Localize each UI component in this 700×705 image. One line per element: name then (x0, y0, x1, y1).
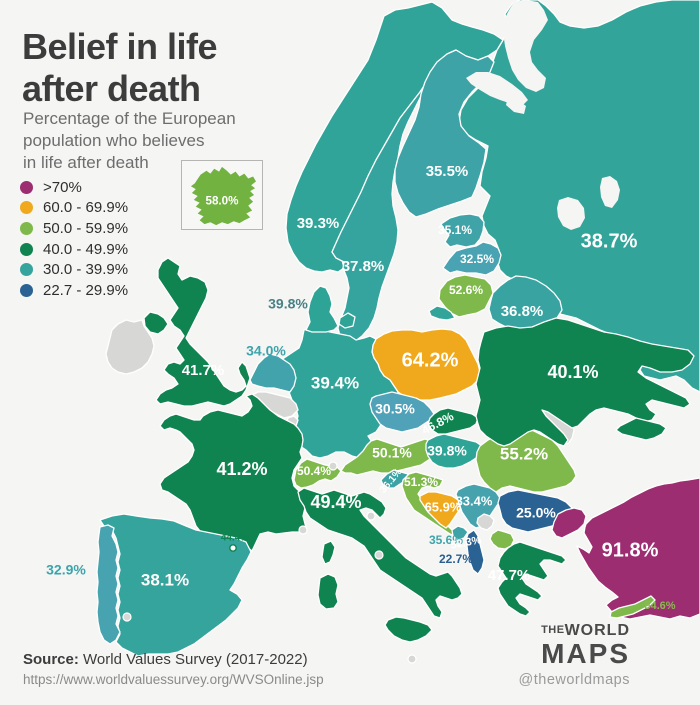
svg-text:49.4%: 49.4% (310, 492, 361, 512)
svg-text:91.8%: 91.8% (602, 539, 659, 561)
svg-text:54.6%: 54.6% (644, 600, 675, 612)
svg-text:35.1%: 35.1% (438, 223, 472, 237)
svg-text:33.4%: 33.4% (456, 493, 493, 508)
svg-text:22.7%: 22.7% (439, 552, 473, 566)
svg-text:55.2%: 55.2% (500, 444, 548, 463)
svg-text:38.7%: 38.7% (581, 230, 638, 252)
svg-text:39.3%: 39.3% (297, 215, 340, 232)
svg-text:38.1%: 38.1% (141, 570, 189, 589)
svg-text:25.0%: 25.0% (516, 505, 556, 521)
svg-text:51.3%: 51.3% (404, 475, 438, 489)
svg-text:44.4%: 44.4% (221, 533, 249, 544)
svg-text:50.1%: 50.1% (372, 445, 412, 461)
svg-text:52.6%: 52.6% (449, 283, 483, 297)
svg-text:39.8%: 39.8% (427, 443, 467, 459)
svg-text:58.0%: 58.0% (205, 195, 239, 208)
svg-text:39.8%: 39.8% (268, 296, 308, 312)
svg-text:39.4%: 39.4% (311, 373, 359, 392)
svg-text:30.5%: 30.5% (375, 401, 415, 417)
svg-text:32.9%: 32.9% (46, 562, 86, 578)
svg-text:47.7%: 47.7% (488, 567, 531, 584)
svg-text:50.4%: 50.4% (297, 464, 331, 478)
svg-text:32.5%: 32.5% (460, 252, 494, 266)
svg-text:65.9%: 65.9% (425, 499, 462, 514)
svg-text:35.5%: 35.5% (426, 163, 469, 180)
svg-text:36.8%: 36.8% (501, 303, 544, 320)
svg-text:37.8%: 37.8% (342, 258, 385, 275)
svg-text:41.2%: 41.2% (216, 459, 267, 479)
svg-text:52.3%: 52.3% (450, 534, 483, 551)
svg-text:64.2%: 64.2% (402, 349, 459, 371)
svg-text:34.0%: 34.0% (246, 343, 286, 359)
svg-text:40.1%: 40.1% (547, 362, 598, 382)
svg-text:35.6%: 35.6% (429, 533, 463, 547)
svg-text:41.7%: 41.7% (182, 362, 225, 379)
